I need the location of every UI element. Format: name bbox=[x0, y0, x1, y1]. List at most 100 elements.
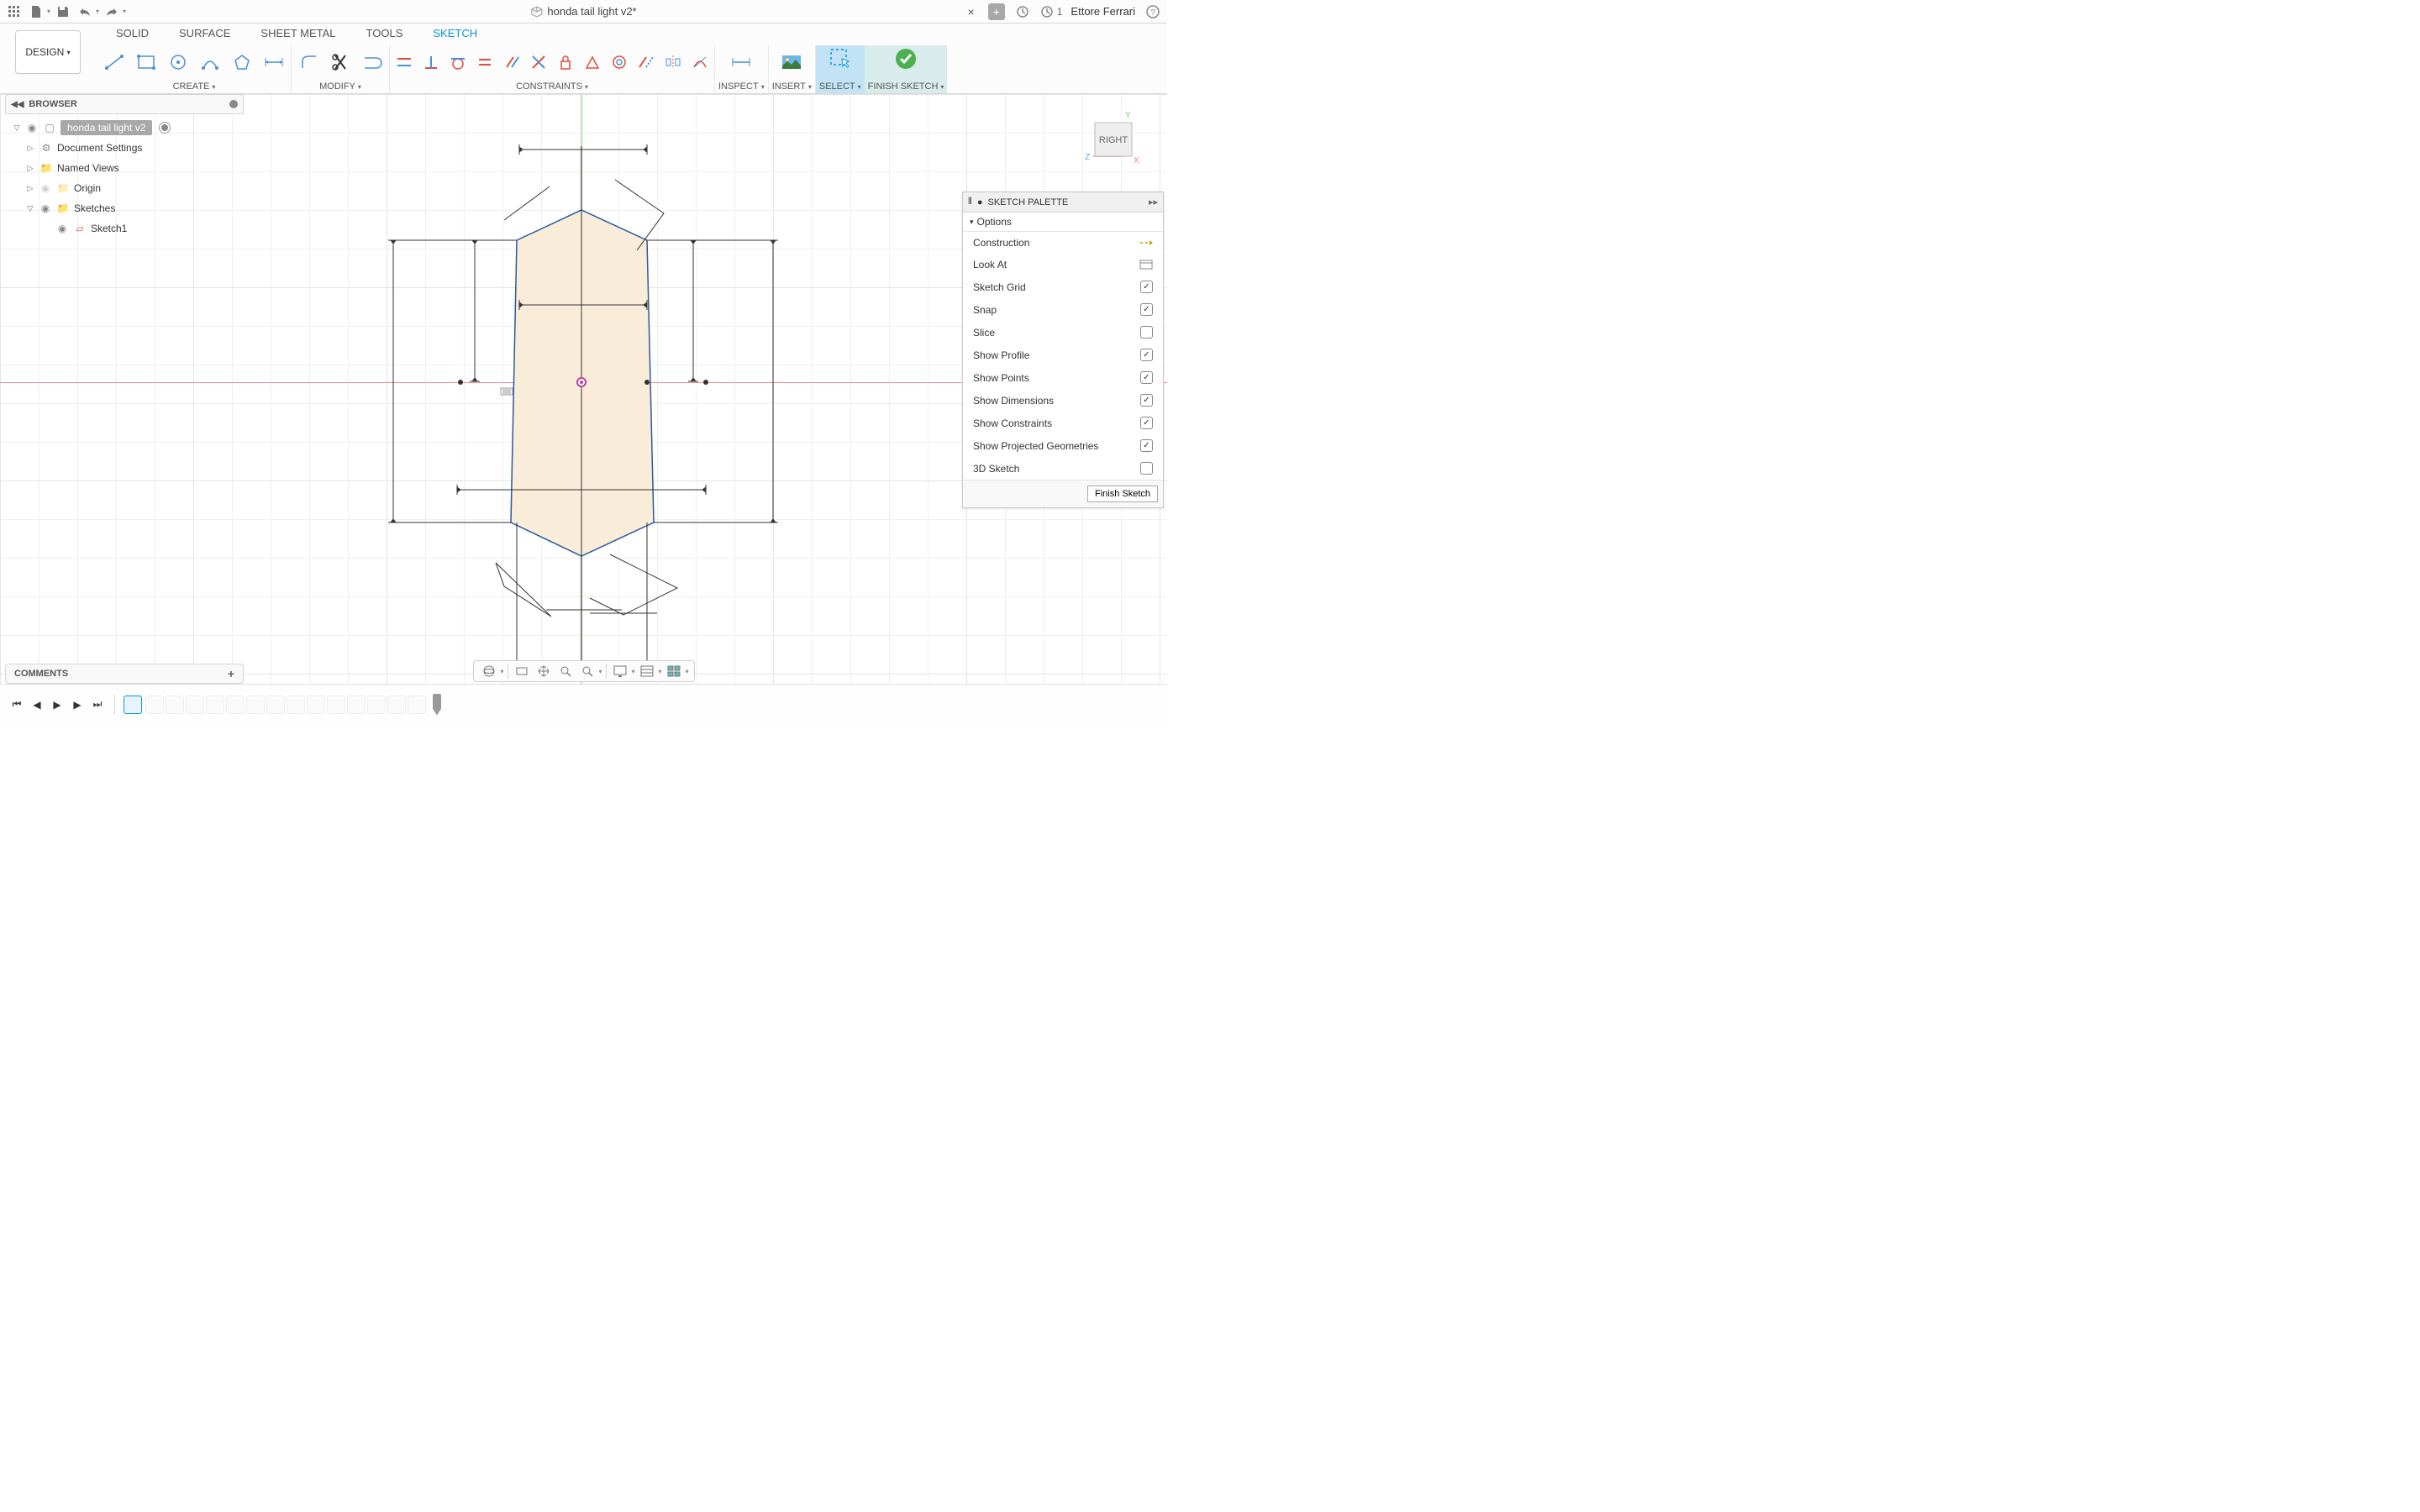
horizontal-constraint-icon[interactable] bbox=[393, 49, 415, 76]
undo-icon[interactable] bbox=[76, 3, 94, 21]
midpoint-constraint-icon[interactable] bbox=[581, 49, 603, 76]
coincident-constraint-icon[interactable] bbox=[528, 49, 550, 76]
comments-panel[interactable]: COMMENTS + bbox=[5, 664, 244, 684]
tree-item[interactable]: ▷📁Named Views bbox=[5, 158, 244, 178]
symmetry-constraint-icon[interactable] bbox=[662, 49, 684, 76]
browser-settings-icon[interactable] bbox=[229, 100, 238, 108]
visibility-icon[interactable]: ◉ bbox=[25, 122, 39, 134]
tab-sketch[interactable]: SKETCH bbox=[418, 24, 492, 45]
timeline-feature[interactable] bbox=[206, 696, 224, 714]
activate-radio[interactable] bbox=[159, 122, 171, 134]
viewcube[interactable]: Y X Z RIGHT bbox=[1083, 109, 1142, 168]
timeline-feature[interactable] bbox=[145, 696, 164, 714]
apps-grid-icon[interactable] bbox=[5, 3, 24, 21]
parallel-constraint-icon[interactable] bbox=[501, 49, 523, 76]
tab-solid[interactable]: SOLID bbox=[101, 24, 164, 45]
timeline-marker[interactable] bbox=[433, 694, 441, 716]
tree-root[interactable]: ▽ ◉ ▢ honda tail light v2 bbox=[5, 118, 244, 138]
timeline-feature[interactable] bbox=[166, 696, 184, 714]
timeline-play-icon[interactable]: ▶ bbox=[49, 696, 66, 713]
checkbox[interactable] bbox=[1140, 303, 1153, 316]
browser-collapse-icon[interactable]: ◀◀ bbox=[11, 100, 24, 109]
select-group[interactable]: SELECT▾ bbox=[816, 45, 865, 93]
timeline-next-icon[interactable]: ▶ bbox=[69, 696, 86, 713]
timeline-feature[interactable] bbox=[266, 696, 285, 714]
extensions-icon[interactable] bbox=[1013, 3, 1032, 21]
concentric-constraint-icon[interactable] bbox=[608, 49, 630, 76]
inspect-label[interactable]: INSPECT▾ bbox=[718, 81, 765, 92]
collinear-constraint-icon[interactable] bbox=[635, 49, 657, 76]
timeline-feature[interactable] bbox=[347, 696, 366, 714]
close-tab-button[interactable]: × bbox=[963, 5, 980, 18]
timeline-feature[interactable] bbox=[124, 696, 142, 714]
checkbox[interactable] bbox=[1140, 417, 1153, 429]
save-icon[interactable] bbox=[54, 3, 72, 21]
dimension-tool-icon[interactable] bbox=[260, 49, 287, 76]
palette-grip-icon[interactable]: ⦀ bbox=[968, 197, 972, 207]
undo-menu-arrow[interactable]: ▾ bbox=[96, 8, 99, 15]
curvature-constraint-icon[interactable] bbox=[689, 49, 711, 76]
insert-image-icon[interactable] bbox=[778, 49, 805, 76]
look-at-icon[interactable] bbox=[1139, 259, 1153, 270]
timeline-feature[interactable] bbox=[246, 696, 265, 714]
viewport-layout-icon[interactable] bbox=[664, 662, 684, 680]
checkbox[interactable] bbox=[1140, 326, 1153, 339]
timeline-feature[interactable] bbox=[307, 696, 325, 714]
timeline-feature[interactable] bbox=[186, 696, 204, 714]
fix-constraint-icon[interactable] bbox=[555, 49, 576, 76]
timeline-end-icon[interactable]: ⏭ bbox=[89, 696, 106, 713]
orbit-icon[interactable] bbox=[478, 662, 498, 680]
checkbox[interactable] bbox=[1140, 281, 1153, 293]
design-workspace-button[interactable]: DESIGN ▾ bbox=[15, 30, 81, 74]
lookat-icon[interactable] bbox=[511, 662, 531, 680]
finish-sketch-button[interactable]: Finish Sketch bbox=[1087, 486, 1158, 502]
line-tool-icon[interactable] bbox=[101, 49, 128, 76]
add-comment-icon[interactable]: + bbox=[228, 667, 234, 680]
perpendicular-constraint-icon[interactable] bbox=[420, 49, 442, 76]
help-icon[interactable]: ? bbox=[1144, 3, 1162, 21]
new-tab-button[interactable]: + bbox=[988, 3, 1005, 20]
timeline-feature[interactable] bbox=[327, 696, 345, 714]
arc-tool-icon[interactable] bbox=[197, 49, 224, 76]
tree-item-sketch[interactable]: ◉▱Sketch1 bbox=[5, 218, 244, 239]
trim-tool-icon[interactable] bbox=[327, 49, 354, 76]
redo-menu-arrow[interactable]: ▾ bbox=[123, 8, 126, 15]
finish-sketch-group[interactable]: FINISH SKETCH▾ bbox=[865, 45, 948, 93]
tab-tools[interactable]: TOOLS bbox=[351, 24, 418, 45]
file-menu-arrow[interactable]: ▾ bbox=[47, 8, 50, 15]
checkbox[interactable] bbox=[1140, 439, 1153, 452]
palette-options-header[interactable]: ▾Options bbox=[963, 213, 1163, 232]
pan-icon[interactable] bbox=[533, 662, 553, 680]
circle-tool-icon[interactable] bbox=[165, 49, 192, 76]
user-name[interactable]: Ettore Ferrari bbox=[1071, 5, 1135, 18]
display-settings-icon[interactable] bbox=[609, 662, 629, 680]
constraints-label[interactable]: CONSTRAINTS▾ bbox=[516, 81, 588, 92]
create-label[interactable]: CREATE▾ bbox=[173, 81, 216, 92]
polygon-tool-icon[interactable] bbox=[229, 49, 255, 76]
timeline-feature[interactable] bbox=[408, 696, 426, 714]
extend-tool-icon[interactable] bbox=[359, 49, 386, 76]
timeline-feature[interactable] bbox=[287, 696, 305, 714]
palette-header[interactable]: ⦀ ● SKETCH PALETTE ▸▸ bbox=[963, 192, 1163, 213]
redo-icon[interactable] bbox=[103, 3, 121, 21]
timeline-start-icon[interactable]: ⏮ bbox=[8, 696, 25, 713]
tree-item[interactable]: ▷◉📁Origin bbox=[5, 178, 244, 198]
tab-sheetmetal[interactable]: SHEET METAL bbox=[245, 24, 350, 45]
construction-icon[interactable] bbox=[1139, 239, 1153, 247]
browser-header[interactable]: ◀◀ BROWSER bbox=[5, 94, 244, 114]
insert-label[interactable]: INSERT▾ bbox=[772, 81, 812, 92]
job-status[interactable]: 1 bbox=[1040, 5, 1063, 18]
tab-surface[interactable]: SURFACE bbox=[164, 24, 245, 45]
checkbox[interactable] bbox=[1140, 349, 1153, 361]
timeline-feature[interactable] bbox=[387, 696, 406, 714]
zoom-window-icon[interactable] bbox=[576, 662, 597, 680]
tree-item[interactable]: ▽◉📁Sketches bbox=[5, 198, 244, 218]
rectangle-tool-icon[interactable] bbox=[133, 49, 160, 76]
timeline-feature[interactable] bbox=[367, 696, 386, 714]
tree-item[interactable]: ▷⚙Document Settings bbox=[5, 138, 244, 158]
modify-label[interactable]: MODIFY▾ bbox=[319, 81, 361, 92]
fillet-tool-icon[interactable] bbox=[295, 49, 322, 76]
timeline-feature[interactable] bbox=[226, 696, 245, 714]
equal-constraint-icon[interactable] bbox=[474, 49, 496, 76]
timeline-prev-icon[interactable]: ◀ bbox=[29, 696, 45, 713]
